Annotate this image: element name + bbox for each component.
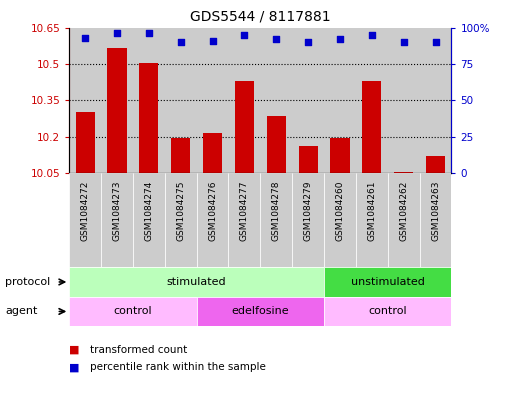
Text: GSM1084260: GSM1084260	[336, 180, 344, 241]
Text: GSM1084275: GSM1084275	[176, 180, 185, 241]
Point	[240, 31, 248, 38]
Point	[368, 31, 376, 38]
Text: GSM1084273: GSM1084273	[112, 180, 122, 241]
Point	[304, 39, 312, 45]
Bar	[165, 28, 196, 173]
Bar	[330, 138, 349, 173]
Bar	[133, 173, 165, 267]
Title: GDS5544 / 8117881: GDS5544 / 8117881	[190, 9, 331, 24]
Text: protocol: protocol	[5, 277, 50, 287]
Bar	[324, 267, 451, 297]
Text: GSM1084278: GSM1084278	[272, 180, 281, 241]
Text: GSM1084261: GSM1084261	[367, 180, 377, 241]
Text: control: control	[114, 307, 152, 316]
Text: ■: ■	[69, 345, 80, 355]
Bar	[101, 173, 133, 267]
Bar	[292, 173, 324, 267]
Bar	[203, 133, 222, 173]
Point	[400, 39, 408, 45]
Text: agent: agent	[5, 307, 37, 316]
Bar	[388, 28, 420, 173]
Bar	[228, 28, 261, 173]
Bar	[75, 112, 95, 173]
Text: transformed count: transformed count	[90, 345, 187, 355]
Bar	[140, 62, 159, 173]
Point	[176, 39, 185, 45]
Text: GSM1084262: GSM1084262	[399, 180, 408, 241]
Point	[336, 36, 344, 42]
Bar	[388, 173, 420, 267]
Bar	[235, 81, 254, 173]
Bar	[69, 297, 196, 326]
Bar	[324, 297, 451, 326]
Bar	[426, 156, 445, 173]
Text: GSM1084279: GSM1084279	[304, 180, 312, 241]
Text: GSM1084272: GSM1084272	[81, 180, 90, 241]
Bar	[261, 173, 292, 267]
Text: GSM1084276: GSM1084276	[208, 180, 217, 241]
Bar	[356, 173, 388, 267]
Bar	[267, 116, 286, 173]
Point	[145, 30, 153, 37]
Bar	[324, 173, 356, 267]
Bar	[108, 48, 127, 173]
Bar	[196, 297, 324, 326]
Bar	[165, 173, 196, 267]
Text: GSM1084277: GSM1084277	[240, 180, 249, 241]
Bar	[299, 146, 318, 173]
Text: stimulated: stimulated	[167, 277, 226, 287]
Text: GSM1084274: GSM1084274	[144, 180, 153, 241]
Bar	[292, 28, 324, 173]
Bar	[324, 28, 356, 173]
Bar	[420, 173, 451, 267]
Bar	[261, 28, 292, 173]
Bar	[171, 138, 190, 173]
Text: control: control	[368, 307, 407, 316]
Bar	[101, 28, 133, 173]
Bar	[69, 267, 324, 297]
Text: unstimulated: unstimulated	[351, 277, 425, 287]
Bar	[69, 173, 101, 267]
Bar	[394, 172, 413, 173]
Bar	[69, 28, 101, 173]
Point	[208, 37, 216, 44]
Bar	[420, 28, 451, 173]
Text: edelfosine: edelfosine	[231, 307, 289, 316]
Bar	[356, 28, 388, 173]
Point	[272, 36, 281, 42]
Bar	[196, 28, 228, 173]
Text: percentile rank within the sample: percentile rank within the sample	[90, 362, 266, 373]
Bar	[196, 173, 228, 267]
Text: ■: ■	[69, 362, 80, 373]
Bar	[133, 28, 165, 173]
Point	[431, 39, 440, 45]
Text: GSM1084263: GSM1084263	[431, 180, 440, 241]
Bar	[228, 173, 261, 267]
Bar	[362, 81, 381, 173]
Point	[81, 35, 89, 41]
Point	[113, 30, 121, 37]
